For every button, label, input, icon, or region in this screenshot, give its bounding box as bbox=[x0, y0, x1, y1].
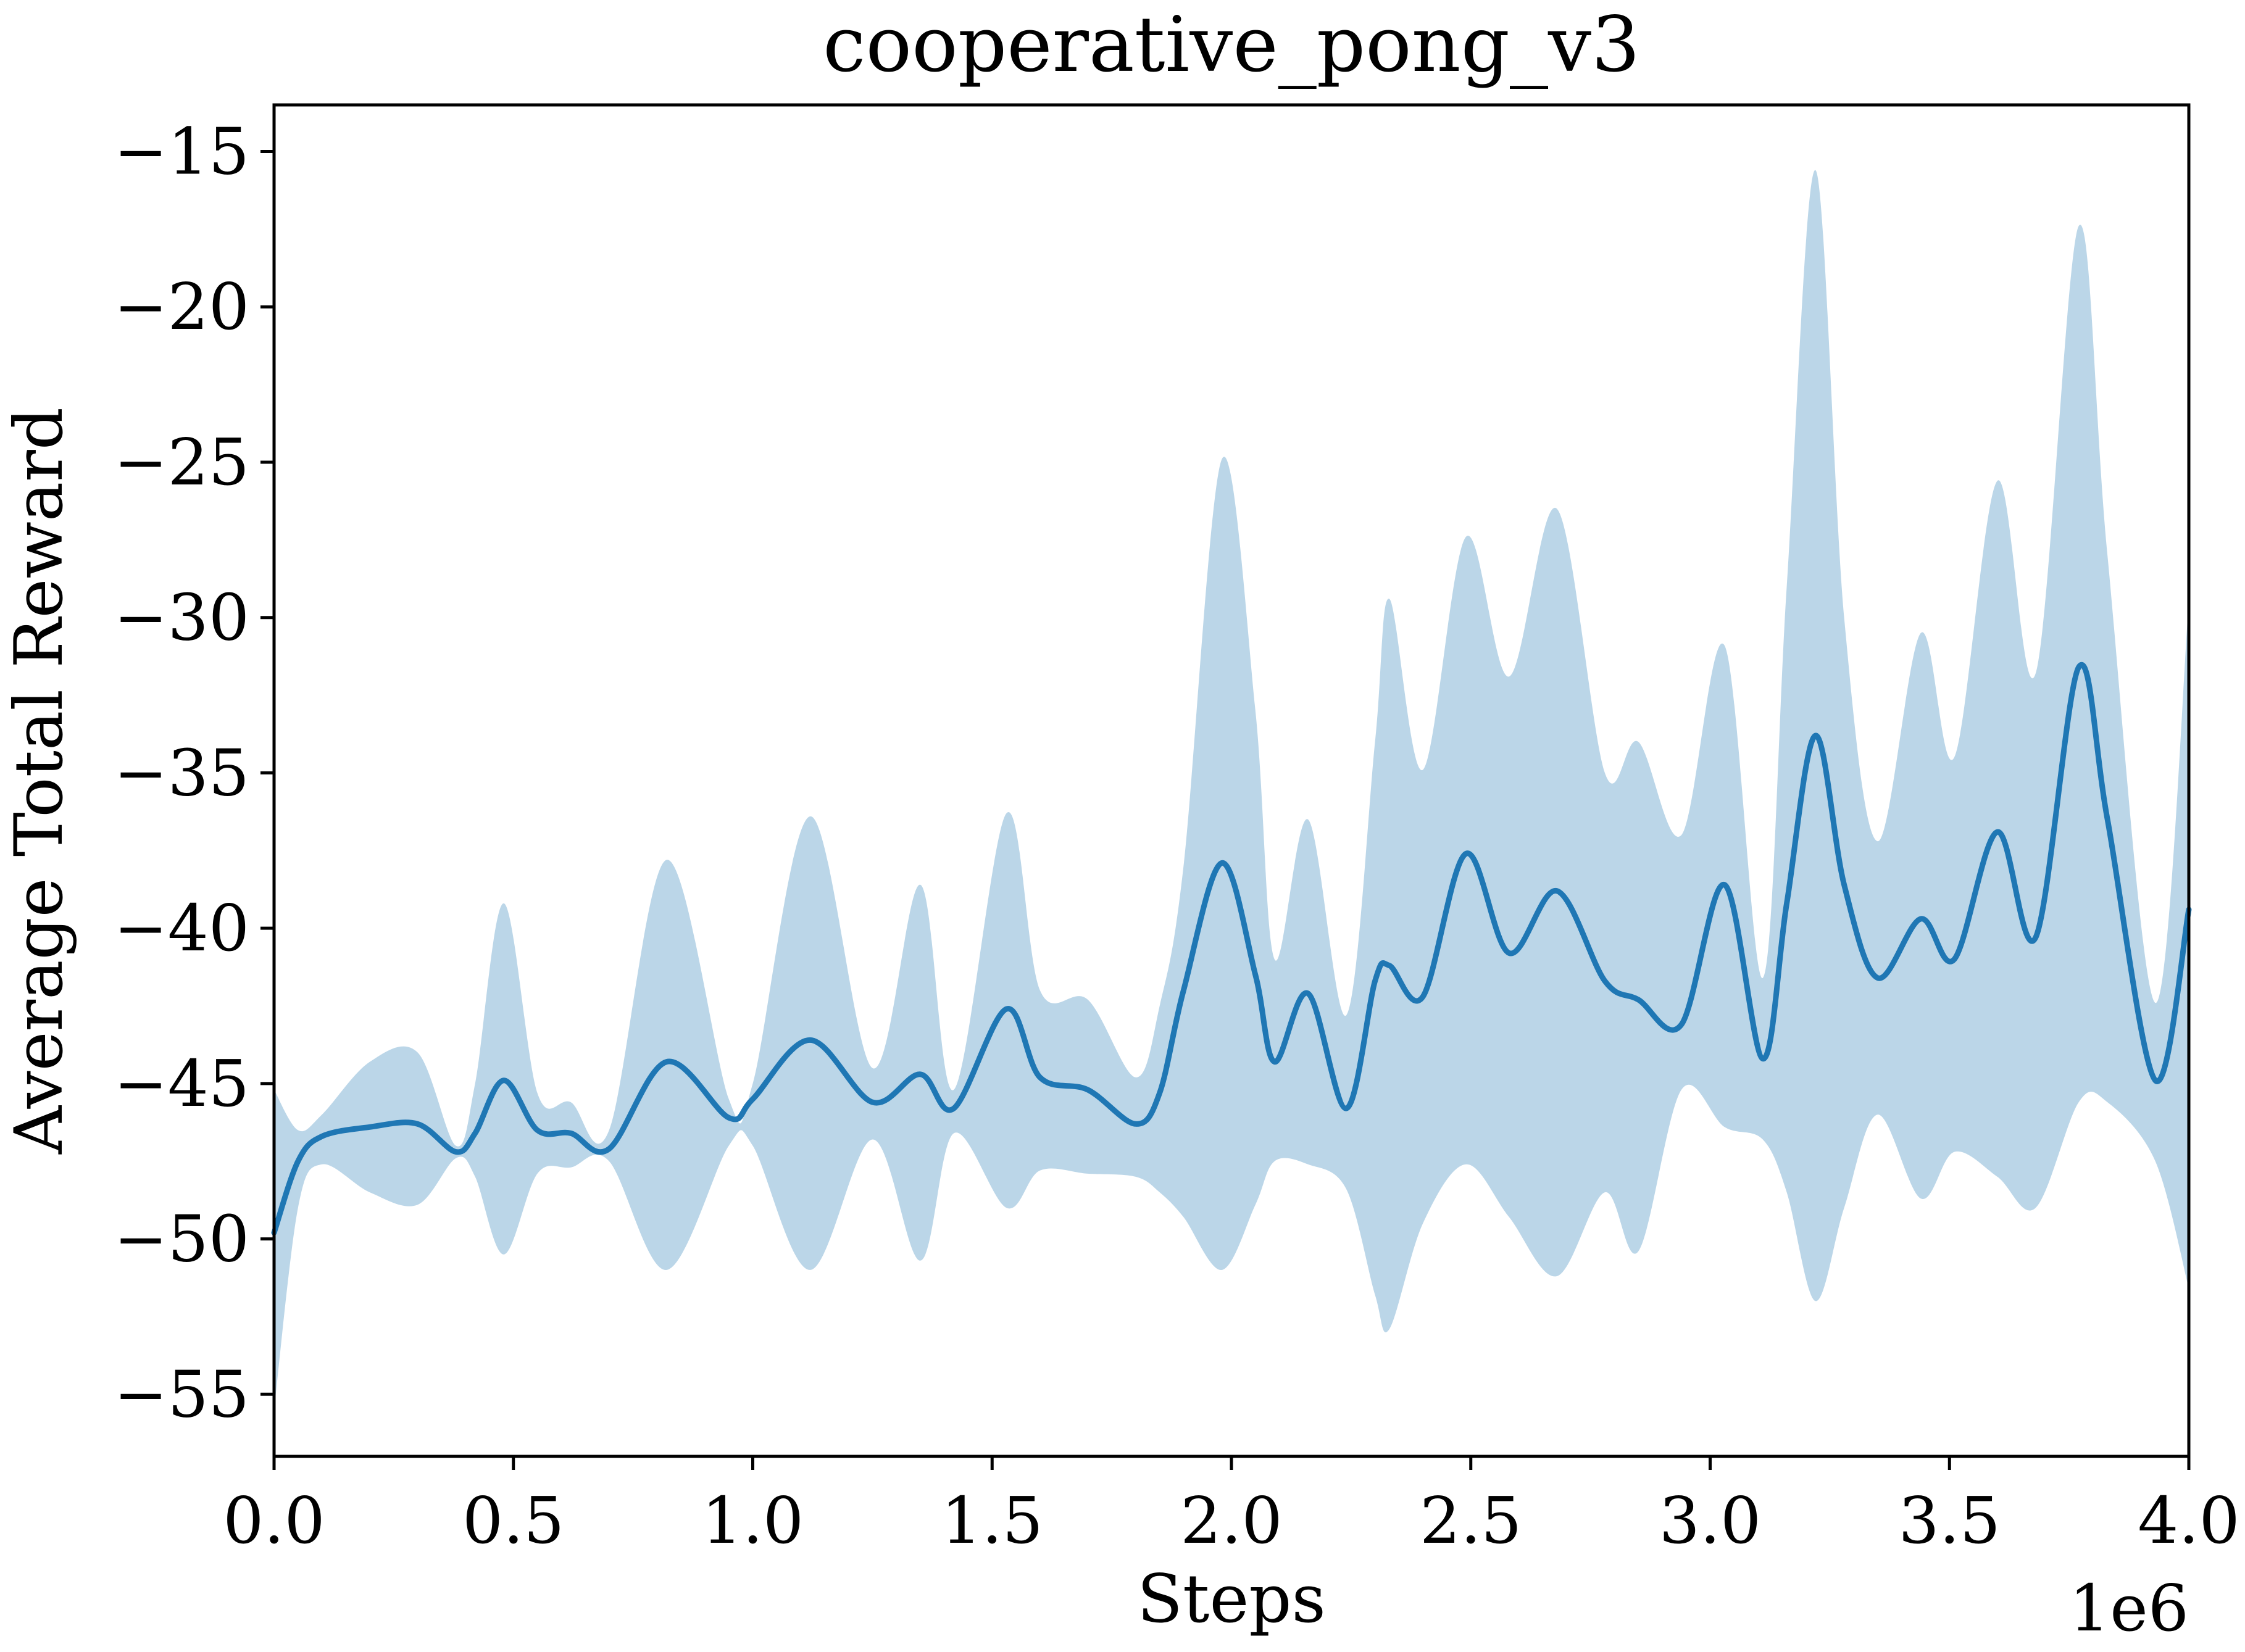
x-tick-label: 2.5 bbox=[1420, 1483, 1522, 1558]
series-line-layer bbox=[271, 662, 2192, 1235]
chart-title: cooperative_pong_v3 bbox=[823, 1, 1640, 89]
x-tick-label: 1.0 bbox=[702, 1483, 804, 1558]
x-tick-label: 3.5 bbox=[1899, 1483, 2001, 1558]
x-tick-label: 0.0 bbox=[223, 1483, 325, 1558]
x-tick-label: 0.5 bbox=[462, 1483, 564, 1558]
y-tick-label: −35 bbox=[114, 735, 249, 810]
x-axis-offset-label: 1e6 bbox=[2069, 1571, 2189, 1646]
y-tick-label: −20 bbox=[114, 269, 249, 344]
y-axis: −55 −50 −45 −40 −35 −30 −25 −20 −15 bbox=[114, 114, 274, 1432]
plot-background bbox=[274, 105, 2189, 1456]
y-tick-label: −50 bbox=[114, 1202, 249, 1277]
y-axis-label: Average Total Reward bbox=[1, 407, 78, 1155]
x-axis: 0.0 0.5 1.0 1.5 2.0 2.5 3.0 3.5 4.0 bbox=[223, 1456, 2240, 1558]
x-tick-label: 4.0 bbox=[2138, 1483, 2239, 1558]
x-tick-label: 3.0 bbox=[1659, 1483, 1761, 1558]
x-tick-label: 2.0 bbox=[1180, 1483, 1282, 1558]
x-axis-label: Steps bbox=[1137, 1561, 1326, 1638]
y-tick-label: −40 bbox=[114, 890, 249, 966]
y-tick-label: −45 bbox=[114, 1046, 249, 1121]
y-tick-label: −30 bbox=[114, 580, 249, 655]
y-tick-label: −25 bbox=[114, 425, 249, 500]
y-tick-label: −15 bbox=[114, 114, 249, 189]
mean-reward-line bbox=[271, 662, 2192, 1235]
y-tick-label: −55 bbox=[114, 1356, 249, 1432]
x-tick-label: 1.5 bbox=[941, 1483, 1043, 1558]
